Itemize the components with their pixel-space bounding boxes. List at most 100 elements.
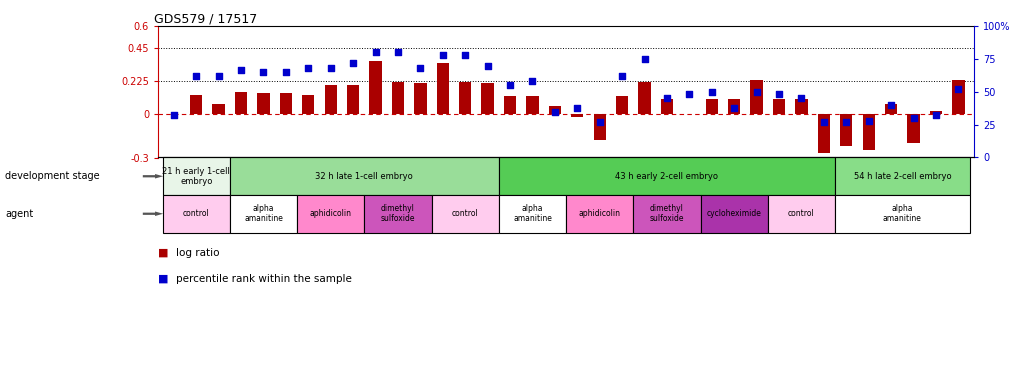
Bar <box>929 111 942 114</box>
Bar <box>615 96 628 114</box>
Bar <box>705 99 717 114</box>
Point <box>300 65 316 71</box>
Bar <box>212 104 224 114</box>
Text: percentile rank within the sample: percentile rank within the sample <box>176 274 352 284</box>
Point <box>882 102 899 108</box>
Text: log ratio: log ratio <box>176 248 220 258</box>
Point <box>860 118 876 124</box>
Point <box>322 65 338 71</box>
Text: 21 h early 1-cell
embryо: 21 h early 1-cell embryо <box>162 166 230 186</box>
Point <box>927 112 944 118</box>
Bar <box>728 99 740 114</box>
Point <box>591 119 607 125</box>
Bar <box>391 82 404 114</box>
Bar <box>633 195 700 232</box>
Text: 43 h early 2-cell embryo: 43 h early 2-cell embryo <box>614 172 717 181</box>
Bar <box>840 114 852 146</box>
Text: cycloheximide: cycloheximide <box>706 209 761 218</box>
Point <box>165 112 181 118</box>
Bar <box>414 83 426 114</box>
Point <box>546 109 562 115</box>
Bar <box>952 80 964 114</box>
Point <box>681 92 697 98</box>
Bar <box>302 95 314 114</box>
Point <box>703 89 719 95</box>
Point <box>255 69 271 75</box>
Bar <box>436 63 448 114</box>
Point <box>412 65 428 71</box>
Point <box>479 63 495 69</box>
Point <box>434 52 450 58</box>
Bar <box>571 114 583 117</box>
Point <box>232 67 249 73</box>
Bar <box>772 99 785 114</box>
Bar <box>190 95 202 114</box>
Bar <box>229 195 297 232</box>
Bar <box>234 92 247 114</box>
Text: ■: ■ <box>158 274 172 284</box>
Point <box>726 105 742 111</box>
Bar <box>229 158 498 195</box>
Bar <box>660 99 673 114</box>
Bar <box>700 195 767 232</box>
Bar <box>498 195 566 232</box>
Point <box>658 96 675 102</box>
Bar <box>498 158 835 195</box>
Text: dimethyl
sulfoxide: dimethyl sulfoxide <box>380 204 415 224</box>
Text: control: control <box>788 209 814 218</box>
Text: alpha
amanitine: alpha amanitine <box>882 204 921 224</box>
Point <box>457 52 473 58</box>
Bar <box>162 158 229 195</box>
Bar <box>526 96 538 114</box>
Bar <box>481 83 493 114</box>
Text: development stage: development stage <box>5 171 100 181</box>
Point <box>748 89 764 95</box>
Bar <box>431 195 498 232</box>
Point <box>501 82 518 88</box>
Point <box>344 60 361 66</box>
Bar <box>835 195 969 232</box>
Point <box>187 73 204 79</box>
Point <box>636 56 652 62</box>
Text: aphidicolin: aphidicolin <box>578 209 621 218</box>
Point <box>838 119 854 125</box>
Point <box>950 86 966 92</box>
Bar <box>817 114 829 153</box>
Bar <box>279 93 291 114</box>
Point <box>277 69 293 75</box>
Bar <box>835 158 969 195</box>
Text: ■: ■ <box>158 248 172 258</box>
Text: alpha
amanitine: alpha amanitine <box>513 204 551 224</box>
Text: alpha
amanitine: alpha amanitine <box>244 204 282 224</box>
Point <box>389 50 406 55</box>
Bar <box>884 104 897 114</box>
Point <box>569 105 585 111</box>
Bar <box>459 82 471 114</box>
Text: aphidicolin: aphidicolin <box>310 209 352 218</box>
Bar <box>324 85 336 114</box>
Text: agent: agent <box>5 209 34 219</box>
Point <box>815 119 832 125</box>
Bar <box>795 99 807 114</box>
Text: dimethyl
sulfoxide: dimethyl sulfoxide <box>649 204 684 224</box>
Bar <box>593 114 605 140</box>
Bar <box>548 106 560 114</box>
Text: control: control <box>451 209 478 218</box>
Point <box>793 96 809 102</box>
Text: 32 h late 1-cell embryo: 32 h late 1-cell embryo <box>315 172 413 181</box>
Bar <box>862 114 874 150</box>
Text: control: control <box>182 209 209 218</box>
Point <box>210 73 226 79</box>
Bar <box>750 80 762 114</box>
Bar <box>503 96 516 114</box>
Bar <box>162 195 229 232</box>
Bar <box>346 85 359 114</box>
Bar <box>767 195 835 232</box>
Bar <box>907 114 919 143</box>
Point <box>367 50 383 55</box>
Point <box>770 92 787 98</box>
Bar <box>297 195 364 232</box>
Text: GDS579 / 17517: GDS579 / 17517 <box>154 12 257 25</box>
Text: 54 h late 2-cell embryo: 54 h late 2-cell embryo <box>853 172 951 181</box>
Bar <box>364 195 431 232</box>
